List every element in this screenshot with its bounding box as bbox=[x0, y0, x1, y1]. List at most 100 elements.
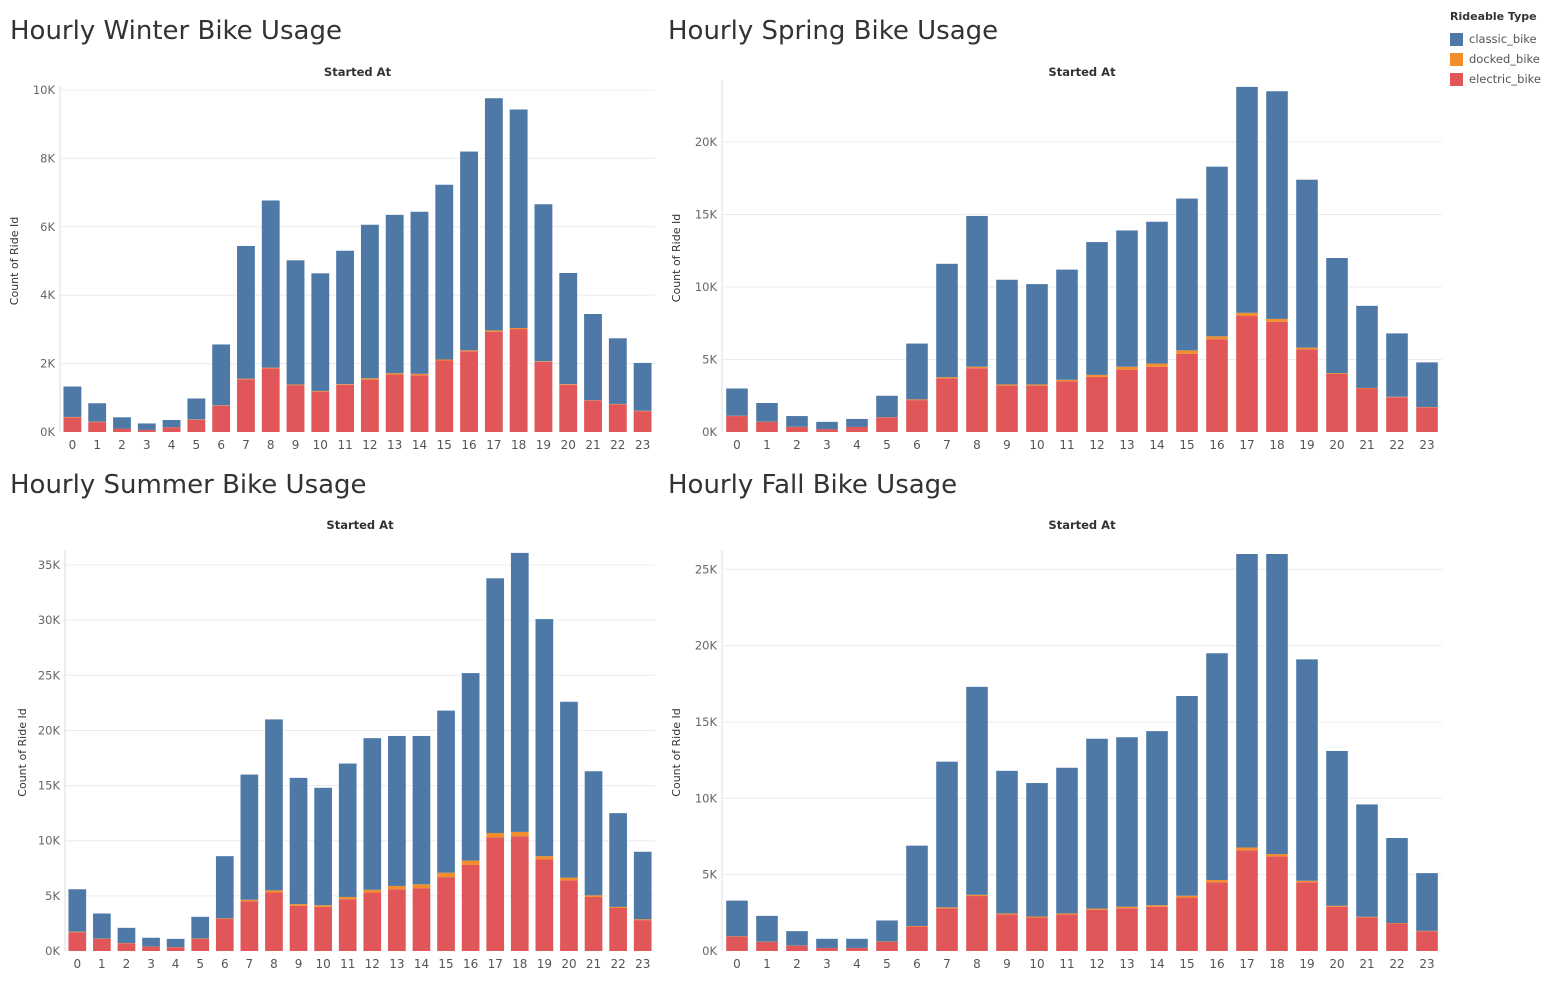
bar-segment-electric-bike bbox=[876, 417, 898, 432]
bar-segment-electric-bike bbox=[786, 945, 808, 951]
x-tick-label: 17 bbox=[1239, 438, 1254, 452]
bar-segment-classic-bike bbox=[756, 403, 778, 422]
bar-segment-electric-bike bbox=[338, 899, 357, 951]
x-tick-label: 4 bbox=[853, 438, 861, 452]
bar-segment-classic-bike bbox=[117, 927, 136, 944]
bar-segment-classic-bike bbox=[484, 98, 503, 331]
x-tick-label: 19 bbox=[537, 957, 552, 971]
chart-title: Hourly Spring Bike Usage bbox=[668, 16, 999, 46]
bar-segment-docked-bike bbox=[1026, 384, 1048, 386]
x-tick-label: 6 bbox=[221, 957, 229, 971]
x-tick-label: 23 bbox=[1419, 957, 1434, 971]
legend-item-classic-bike[interactable]: classic_bike bbox=[1450, 29, 1560, 49]
bar-segment-electric-bike bbox=[1176, 353, 1198, 432]
bar-segment-docked-bike bbox=[936, 907, 958, 909]
y-tick-label: 10K bbox=[33, 83, 56, 97]
bar-segment-electric-bike bbox=[1236, 850, 1258, 951]
bar-segment-electric-bike bbox=[265, 892, 283, 951]
bar-segment-classic-bike bbox=[560, 701, 578, 878]
bar-segment-classic-bike bbox=[1386, 838, 1408, 924]
bar-segment-classic-bike bbox=[338, 763, 357, 897]
bar-segment-docked-bike bbox=[1086, 374, 1108, 377]
bar-segment-docked-bike bbox=[363, 889, 382, 893]
bar-segment-electric-bike bbox=[311, 391, 330, 432]
x-tick-label: 4 bbox=[853, 957, 861, 971]
bar-segment-classic-bike bbox=[68, 889, 87, 932]
spring-chart: Started At Count of Ride Id 0K 5K 10K 15K 20K 0… bbox=[670, 65, 1442, 452]
x-tick-label: 5 bbox=[883, 957, 891, 971]
x-tick-label: 23 bbox=[1419, 438, 1434, 452]
y-axis-title: Count of Ride Id bbox=[16, 708, 29, 796]
bar-segment-classic-bike bbox=[996, 279, 1018, 385]
bar-segment-docked-bike bbox=[314, 905, 332, 907]
bar-segment-docked-bike bbox=[336, 384, 355, 385]
bar-segment-electric-bike bbox=[996, 914, 1018, 951]
bar-segment-classic-bike bbox=[137, 423, 156, 430]
bar-segment-docked-bike bbox=[68, 931, 87, 933]
bar-segment-electric-bike bbox=[535, 859, 554, 951]
bar-segment-classic-bike bbox=[88, 403, 107, 422]
y-tick-label: 0K bbox=[45, 944, 60, 958]
bar-segment-classic-bike bbox=[608, 338, 627, 404]
bar-segment-classic-bike bbox=[996, 770, 1018, 914]
x-tick-label: 6 bbox=[913, 438, 921, 452]
y-tick-label: 30K bbox=[38, 613, 61, 627]
bar-segment-classic-bike bbox=[1386, 333, 1408, 397]
x-tick-label: 11 bbox=[337, 438, 352, 452]
bar-segment-electric-bike bbox=[1026, 917, 1048, 951]
bar-segment-electric-bike bbox=[584, 896, 603, 951]
bar-segment-electric-bike bbox=[486, 837, 505, 951]
bar-segment-electric-bike bbox=[633, 411, 652, 432]
x-tick-label: 5 bbox=[196, 957, 204, 971]
x-tick-label: 3 bbox=[823, 438, 831, 452]
bar-segment-classic-bike bbox=[1326, 750, 1348, 906]
bar-segment-docked-bike bbox=[906, 399, 928, 401]
bar-segment-docked-bike bbox=[1356, 916, 1378, 918]
bar-segment-electric-bike bbox=[289, 905, 308, 951]
x-tick-label: 23 bbox=[635, 957, 650, 971]
x-tick-label: 19 bbox=[1299, 957, 1314, 971]
bar-segment-electric-bike bbox=[1086, 376, 1108, 432]
bar-segment-electric-bike bbox=[996, 385, 1018, 432]
bar-segment-electric-bike bbox=[363, 892, 382, 951]
bar-segment-docked-bike bbox=[936, 377, 958, 379]
x-tick-label: 0 bbox=[69, 438, 77, 452]
bar-segment-docked-bike bbox=[1176, 895, 1198, 898]
x-tick-label: 8 bbox=[267, 438, 275, 452]
x-tick-label: 10 bbox=[1029, 438, 1044, 452]
bar-segment-classic-bike bbox=[314, 787, 332, 906]
x-tick-label: 13 bbox=[387, 438, 402, 452]
bar-segment-electric-bike bbox=[1086, 909, 1108, 951]
bar-segment-electric-bike bbox=[906, 400, 928, 432]
x-tick-label: 17 bbox=[1239, 957, 1254, 971]
bar-segment-electric-bike bbox=[191, 938, 210, 951]
x-tick-label: 23 bbox=[635, 438, 650, 452]
bar-segment-classic-bike bbox=[142, 937, 160, 947]
bar-segment-docked-bike bbox=[1296, 880, 1318, 883]
bar-segment-docked-bike bbox=[1116, 906, 1138, 909]
bar-segment-electric-bike bbox=[1176, 897, 1198, 951]
legend-item-docked-bike[interactable]: docked_bike bbox=[1450, 49, 1560, 69]
bar-segment-classic-bike bbox=[1356, 804, 1378, 917]
bar-segment-classic-bike bbox=[633, 851, 652, 920]
x-tick-label: 18 bbox=[1269, 438, 1284, 452]
bar-segment-classic-bike bbox=[535, 619, 554, 857]
bar-segment-docked-bike bbox=[460, 350, 478, 352]
bar-segment-classic-bike bbox=[816, 421, 838, 430]
x-tick-label: 13 bbox=[1119, 957, 1134, 971]
x-tick-label: 16 bbox=[1209, 438, 1224, 452]
y-tick-label: 15K bbox=[695, 715, 718, 729]
legend-item-electric-bike[interactable]: electric_bike bbox=[1450, 69, 1560, 89]
legend-label: classic_bike bbox=[1469, 32, 1537, 46]
bar-segment-classic-bike bbox=[876, 395, 898, 418]
bar-segment-electric-bike bbox=[435, 360, 454, 432]
bar-segment-classic-bike bbox=[1266, 91, 1288, 319]
bar-segment-classic-bike bbox=[162, 420, 181, 428]
bar-segment-classic-bike bbox=[461, 673, 480, 861]
bar-segment-classic-bike bbox=[786, 416, 808, 427]
x-tick-label: 7 bbox=[246, 957, 254, 971]
bar-segment-electric-bike bbox=[608, 404, 627, 432]
bar-segment-classic-bike bbox=[460, 151, 478, 351]
x-axis-title: Started At bbox=[324, 65, 392, 79]
bar-segment-docked-bike bbox=[1296, 347, 1318, 350]
